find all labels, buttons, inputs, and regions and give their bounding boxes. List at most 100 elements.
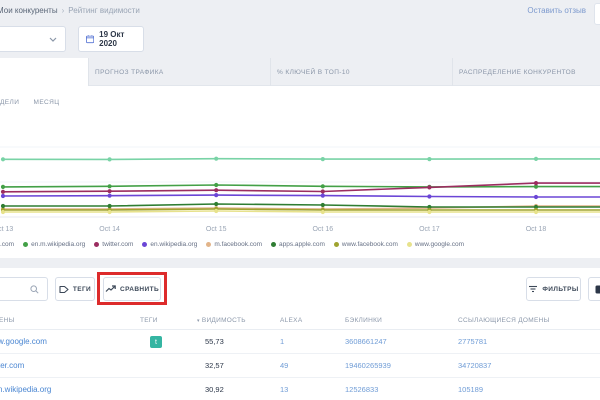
alexa-link[interactable]: 1	[280, 337, 285, 346]
data-point-twitter.com	[427, 185, 432, 190]
data-point-.com	[214, 156, 219, 161]
domains-table-card: ТЕГИ СРАВНИТЬ ФИЛЬТРЫ ЕНЫ ТЕГИ ▾ ВИДИМОСТЬ A…	[0, 268, 600, 400]
data-point-en.m.wikipedia.org	[320, 184, 325, 189]
legend-label: m.facebook.com	[214, 241, 263, 248]
project-select[interactable]	[0, 26, 66, 52]
domain-link[interactable]: ter.com	[0, 361, 25, 370]
legend-item-.com[interactable]: .com	[0, 241, 14, 248]
alexa-link[interactable]: 49	[280, 361, 289, 370]
legend-item-apps.apple.com[interactable]: apps.apple.com	[271, 241, 325, 248]
data-point-apps.apple.com	[427, 204, 432, 210]
data-point-.com	[533, 156, 539, 161]
data-point-.com	[427, 157, 432, 162]
legend-dot	[271, 242, 277, 247]
data-point-www.google.com	[320, 209, 325, 215]
x-axis-label: Oct 16	[312, 226, 333, 233]
data-point-en.wikipedia.org	[320, 193, 325, 198]
data-point-en.wikipedia.org	[214, 193, 219, 198]
legend-label: www.google.com	[414, 241, 465, 248]
compare-button[interactable]: СРАВНИТЬ	[103, 277, 161, 301]
compare-chart-icon	[105, 285, 116, 292]
tab-visibility-rating-active[interactable]	[0, 58, 88, 86]
data-point-twitter.com	[107, 189, 112, 194]
backlinks-link[interactable]: 12526833	[345, 385, 379, 394]
series-line-apps.apple.com	[3, 203, 600, 208]
column-header-0[interactable]: ЕНЫ	[0, 317, 15, 324]
data-point-apps.apple.com	[214, 201, 219, 207]
tab-0[interactable]: ПРОГНОЗ ТРАФИКА	[88, 58, 270, 86]
backlinks-link[interactable]: 3608661247	[345, 337, 387, 346]
ref-domains-link[interactable]: 105189	[458, 385, 484, 394]
tags-button[interactable]: ТЕГИ	[55, 277, 95, 301]
breadcrumb-competitors[interactable]: Мои конкуренты	[0, 6, 58, 15]
tab-1[interactable]: % КЛЮЧЕЙ В ТОП-10	[270, 58, 452, 86]
data-point-www.google.com	[214, 208, 219, 214]
top-right-control-partial[interactable]	[594, 3, 600, 25]
column-header-label: БЭКЛИНКИ	[345, 317, 383, 324]
legend-dot	[94, 242, 100, 247]
column-header-label: ЕНЫ	[0, 317, 15, 324]
legend-dot	[142, 242, 148, 247]
columns-icon	[595, 285, 600, 293]
breadcrumb-current: Рейтинг видимости	[68, 6, 140, 15]
legend-item-en.m.wikipedia.org[interactable]: en.m.wikipedia.org	[23, 241, 85, 248]
legend-item-www.facebook.com[interactable]: www.facebook.com	[333, 241, 398, 248]
filters-button-label: ФИЛЬТРЫ	[542, 285, 579, 293]
search-icon	[30, 284, 39, 294]
columns-button-partial[interactable]	[588, 277, 600, 301]
visibility-value: 55,73	[205, 337, 224, 346]
table-row: ter.com 32,57 49 19460265939 34720837	[0, 354, 600, 378]
data-point-en.wikipedia.org	[0, 193, 6, 199]
leave-feedback-link[interactable]: Оставить отзыв	[527, 6, 586, 15]
visibility-line-chart: Oct 13 Oct 14 Oct 15 Oct 16 Oct 17 Oct 18	[0, 146, 600, 233]
tab-2[interactable]: РАСПРЕДЕЛЕНИЕ КОНКУРЕНТОВ	[452, 58, 600, 86]
column-header-5[interactable]: ССЫЛАЮЩИЕСЯ ДОМЕНЫ	[458, 317, 550, 324]
period-toggle: ДЕЛИ МЕСЯЦ	[0, 99, 71, 106]
column-header-4[interactable]: БЭКЛИНКИ	[345, 317, 382, 324]
series-line-en.m.wikipedia.org	[2, 184, 600, 188]
series-line-www.google.com	[3, 210, 600, 213]
tag-icon	[59, 285, 69, 293]
calendar-icon	[86, 35, 95, 44]
alexa-link[interactable]: 13	[280, 385, 289, 394]
filters-button[interactable]: ФИЛЬТРЫ	[526, 277, 581, 301]
backlinks-link[interactable]: 19460265939	[345, 361, 391, 370]
legend-label: twitter.com	[102, 241, 134, 248]
ref-domains-link[interactable]: 34720837	[458, 361, 492, 370]
data-point-apps.apple.com	[0, 203, 6, 209]
data-point-en.wikipedia.org	[533, 194, 539, 200]
legend-item-twitter.com[interactable]: twitter.com	[94, 241, 133, 248]
x-axis-label: Oct 18	[526, 226, 547, 233]
data-point-en.wikipedia.org	[107, 193, 112, 198]
domain-link[interactable]: n.wikipedia.org	[0, 385, 52, 394]
breadcrumb-separator: ›	[61, 6, 65, 15]
tag-chip[interactable]: t	[150, 336, 162, 348]
legend-item-m.facebook.com[interactable]: m.facebook.com	[206, 241, 262, 248]
sort-caret-icon: ▾	[197, 317, 200, 324]
series-line-.com	[2, 157, 600, 161]
table-header-row: ЕНЫ ТЕГИ ▾ ВИДИМОСТЬ ALEXA БЭКЛИНКИ ССЫЛАЮЩИЕС…	[0, 312, 600, 330]
column-header-1[interactable]: ТЕГИ	[140, 317, 158, 324]
ref-domains-link[interactable]: 2775781	[458, 337, 488, 346]
table-row: n.wikipedia.org 30,92 13 12526833 105189	[0, 378, 600, 400]
data-point-www.google.com	[0, 209, 6, 215]
period-weeks[interactable]: ДЕЛИ	[0, 99, 20, 106]
period-month[interactable]: МЕСЯЦ	[33, 99, 60, 106]
legend-label: en.wikipedia.org	[150, 241, 198, 248]
legend-dot	[406, 242, 412, 247]
search-input[interactable]	[0, 277, 48, 301]
legend-item-en.wikipedia.org[interactable]: en.wikipedia.org	[142, 241, 197, 248]
column-header-label: ALEXA	[280, 317, 303, 324]
date-picker-button[interactable]: 19 Окт 2020	[78, 26, 144, 52]
column-header-label: ВИДИМОСТЬ	[201, 317, 246, 324]
visibility-value: 30,92	[205, 385, 224, 394]
data-point-twitter.com	[533, 181, 539, 186]
domain-link[interactable]: w.google.com	[0, 337, 47, 346]
breadcrumb: Мои конкуренты › Рейтинг видимости	[0, 6, 140, 15]
column-header-2[interactable]: ▾ ВИДИМОСТЬ	[197, 317, 246, 324]
data-point-www.google.com	[533, 209, 539, 215]
legend-item-www.google.com[interactable]: www.google.com	[406, 241, 465, 248]
column-header-3[interactable]: ALEXA	[280, 317, 302, 324]
